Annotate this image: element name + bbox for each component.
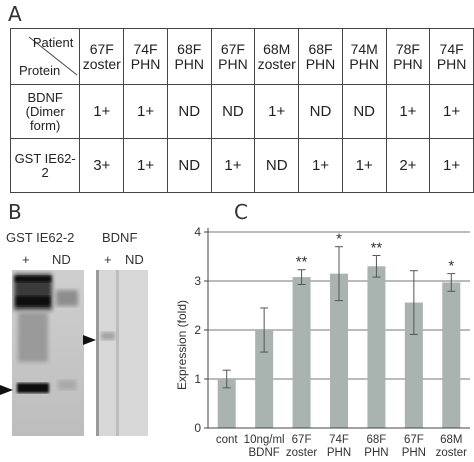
table-cell: ND — [166, 138, 212, 193]
column-header: 68F PHN — [166, 28, 212, 85]
panel-label-c: C — [234, 200, 248, 224]
y-tick-label: 3 — [194, 274, 201, 288]
x-tick-label: 67F — [404, 434, 424, 446]
table-cell: 1+ — [298, 138, 343, 193]
significance-label: ** — [371, 240, 383, 257]
x-tick-label: 67F — [292, 434, 312, 446]
significance-label: ** — [296, 254, 308, 271]
x-tick-label: 10ng/ml — [244, 434, 285, 446]
x-tick-label: BDNF — [248, 447, 279, 459]
x-tick-label: 74F — [329, 434, 349, 446]
x-tick-label: zoster — [286, 447, 317, 459]
panel-label-b: B — [8, 200, 22, 224]
bar — [330, 273, 348, 428]
row-label: GST IE62-2 — [9, 138, 81, 193]
table-cell: 1+ — [123, 138, 168, 193]
blot-lane-nd-right: ND — [125, 252, 144, 267]
column-header: 74F PHN — [429, 28, 474, 85]
table-cell: ND — [254, 138, 300, 193]
table-row-bdnf: BDNF (Dimer form) 1+ 1+ ND ND 1+ ND ND 1+… — [9, 84, 474, 139]
x-tick-label: cont — [216, 434, 239, 446]
corner-cell: Patient Protein — [9, 28, 81, 85]
bar — [442, 282, 461, 428]
corner-protein: Protein — [19, 63, 61, 78]
blot-lane-nd-left: ND — [52, 252, 71, 267]
y-tick-label: 1 — [194, 372, 201, 386]
table-cell: 1+ — [79, 84, 125, 139]
panel-label-a: A — [8, 2, 22, 26]
y-tick-label: 2 — [194, 323, 201, 337]
bar — [217, 379, 236, 428]
blot-lane-plus-left: + — [22, 252, 30, 267]
table-cell: 1+ — [254, 84, 300, 139]
table-header-row: Patient Protein 67F zoster 74F PHN 68F PHN … — [9, 28, 474, 85]
table-cell: 1+ — [429, 138, 474, 193]
results-table: Patient Protein 67F zoster 74F PHN 68F PHN … — [9, 28, 474, 193]
diagonal-line — [28, 36, 78, 76]
blot-title-gst: GST IE62-2 — [6, 230, 75, 245]
table-cell: 3+ — [79, 138, 125, 193]
table-cell: 1+ — [341, 138, 387, 193]
bar — [255, 330, 274, 428]
bar — [367, 266, 386, 428]
table-row-gst: GST IE62-2 3+ 1+ ND 1+ ND 1+ 1+ 2+ 1+ — [9, 138, 474, 193]
y-axis-label: Expression (fold) — [175, 300, 189, 390]
column-header: 67F PHN — [210, 28, 256, 85]
corner-patient: Patient — [32, 35, 74, 50]
y-tick-label: 4 — [194, 225, 201, 239]
significance-label: * — [448, 258, 454, 275]
x-tick-label: PHN — [402, 447, 426, 459]
x-tick-label: zoster — [436, 447, 467, 459]
gst-blot-image — [12, 270, 84, 436]
table-cell: ND — [341, 84, 387, 139]
x-tick-label: 68M — [440, 434, 462, 446]
table-cell: 1+ — [123, 84, 168, 139]
table-cell: ND — [210, 84, 256, 139]
y-tick-label: 0 — [194, 421, 201, 435]
column-header: 68M zoster — [254, 28, 300, 85]
table-cell: 2+ — [385, 138, 431, 193]
x-tick-label: 68F — [367, 434, 387, 446]
blot-title-bdnf: BDNF — [102, 230, 138, 245]
bdnf-blot-image — [96, 270, 148, 436]
significance-label: * — [336, 231, 342, 248]
bar — [292, 277, 311, 428]
x-tick-label: PHN — [364, 447, 388, 459]
band-arrow-left — [0, 385, 13, 395]
x-tick-label: PHN — [327, 447, 351, 459]
column-header: 68F PHN — [298, 28, 343, 85]
column-header: 67F zoster — [79, 28, 125, 85]
bar — [404, 302, 423, 428]
blot-lane-plus-right: + — [104, 252, 112, 267]
band-arrow-right — [83, 335, 96, 345]
